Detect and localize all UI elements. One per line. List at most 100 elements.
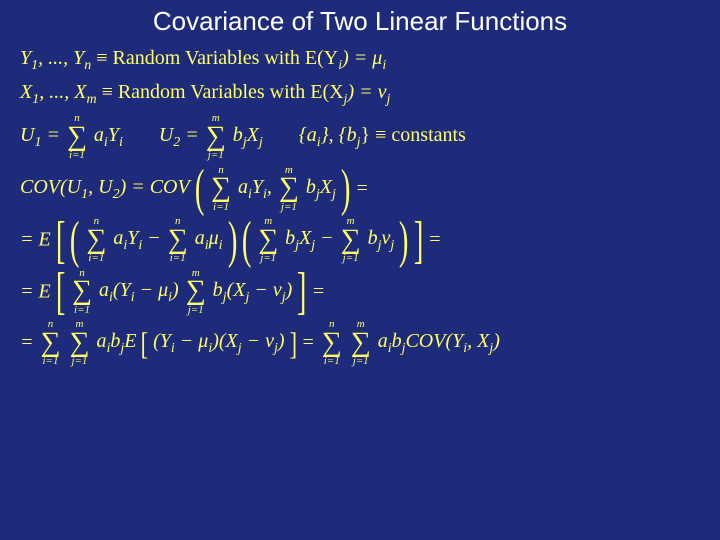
math-line-7: = n∑i=1 m∑j=1 aibjE [ (Yi − μi)(Xj − νj)… [20, 319, 700, 366]
text: − [315, 227, 339, 249]
sigma-icon: n∑i=1 [86, 216, 106, 263]
text: ) [278, 330, 285, 352]
sum-bot: j=1 [341, 253, 361, 263]
text: Y [20, 47, 31, 69]
bracket-close-icon: ] [297, 272, 307, 311]
sigma-icon: m∑j=1 [186, 268, 206, 315]
sigma-icon: n∑i=1 [72, 268, 92, 315]
text: a [378, 330, 388, 352]
text: a [94, 124, 104, 146]
text: − ν [249, 279, 281, 301]
text: , U [88, 176, 112, 198]
sub: m [86, 92, 96, 107]
text: , ..., Y [38, 47, 84, 69]
text: = [355, 178, 369, 200]
text: a [195, 227, 205, 249]
text: (X [227, 279, 246, 301]
sum-bot: i=1 [86, 253, 106, 263]
bracket-open-icon: [ [56, 272, 66, 311]
sub: j [386, 92, 390, 107]
text: X [247, 124, 259, 146]
paren-open-icon: ( [242, 221, 252, 260]
text: = [41, 124, 65, 146]
text: a [113, 227, 123, 249]
sigma-icon: m∑j=1 [341, 216, 361, 263]
slide-title: Covariance of Two Linear Functions [20, 6, 700, 37]
math-line-3: U1 = n∑i=1 aiYi U2 = m∑j=1 bjXj {ai}, {b… [20, 113, 700, 160]
sub: i [219, 238, 223, 253]
sum-bot: j=1 [206, 150, 226, 160]
text: {a [299, 124, 317, 146]
text: X [299, 227, 311, 249]
text: ≡ Random Variables with E(Y [91, 47, 338, 69]
text: , [267, 176, 277, 198]
text: Y [252, 176, 263, 198]
text: = E [20, 229, 51, 251]
text: , ..., X [39, 81, 86, 103]
sigma-icon: n∑i=1 [67, 113, 87, 160]
text: }, {b [321, 124, 357, 146]
text: b [306, 176, 316, 198]
sigma-icon: n∑i=1 [41, 319, 61, 366]
text: b [392, 330, 402, 352]
sum-bot: i=1 [322, 356, 342, 366]
paren-close-icon: ) [399, 221, 409, 260]
text: U [159, 124, 173, 146]
sum-bot: i=1 [67, 150, 87, 160]
sub: i [119, 135, 123, 150]
text: E [124, 330, 136, 352]
text: ) [493, 330, 500, 352]
text: − ν [242, 330, 274, 352]
text: ) = μ [342, 47, 382, 69]
sub: j [259, 135, 263, 150]
text: a [96, 330, 106, 352]
sum-bot: j=1 [186, 305, 206, 315]
bracket-open-icon: [ [56, 221, 66, 260]
text: = [312, 281, 326, 303]
text: X [320, 176, 332, 198]
sigma-icon: m∑j=1 [351, 319, 371, 366]
sub: 2 [113, 187, 120, 202]
text: − μ [135, 279, 169, 301]
text: b [233, 124, 243, 146]
sum-bot: i=1 [168, 253, 188, 263]
slide: Covariance of Two Linear Functions Y1, .… [0, 0, 720, 540]
math-line-1: Y1, ..., Yn ≡ Random Variables with E(Yi… [20, 45, 700, 75]
math-line-5: = E [ ( n∑i=1 aiYi − n∑i=1 aiμi ) ( m∑j=… [20, 216, 700, 263]
sub: i [382, 58, 386, 73]
math-line-4: COV(U1, U2) = COV ( n∑i=1 aiYi, m∑j=1 bj… [20, 165, 700, 212]
text: − [142, 227, 166, 249]
sum-bot: j=1 [351, 356, 371, 366]
bracket-close-icon: ] [289, 329, 296, 358]
text: a [238, 176, 248, 198]
text: COV(U [20, 176, 81, 198]
text: ) = ν [347, 81, 386, 103]
sub: j [332, 187, 336, 202]
text: μ [209, 227, 219, 249]
paren-close-icon: ) [341, 169, 351, 208]
text: U [20, 124, 34, 146]
sum-bot: j=1 [279, 202, 299, 212]
text: a [99, 279, 109, 301]
text: = [301, 332, 320, 354]
bracket-close-icon: ] [414, 221, 424, 260]
sub: j [390, 238, 394, 253]
text: b [213, 279, 223, 301]
sum-bot: i=1 [72, 305, 92, 315]
text: )(X [212, 330, 238, 352]
text: } ≡ constants [361, 124, 466, 146]
sigma-icon: m∑j=1 [69, 319, 89, 366]
text: = [180, 124, 204, 146]
text: X [20, 81, 32, 103]
sum-bot: j=1 [258, 253, 278, 263]
text: (Y [113, 279, 131, 301]
text: ) = COV [120, 176, 190, 198]
math-line-6: = E [ n∑i=1 ai(Yi − μi) m∑j=1 bj(Xj − νj… [20, 268, 700, 315]
text: , X [467, 330, 489, 352]
sigma-icon: m∑j=1 [258, 216, 278, 263]
sigma-icon: n∑i=1 [211, 165, 231, 212]
text: ) [286, 279, 293, 301]
text: Y [127, 227, 138, 249]
paren-open-icon: ( [195, 169, 205, 208]
sum-bot: j=1 [69, 356, 89, 366]
